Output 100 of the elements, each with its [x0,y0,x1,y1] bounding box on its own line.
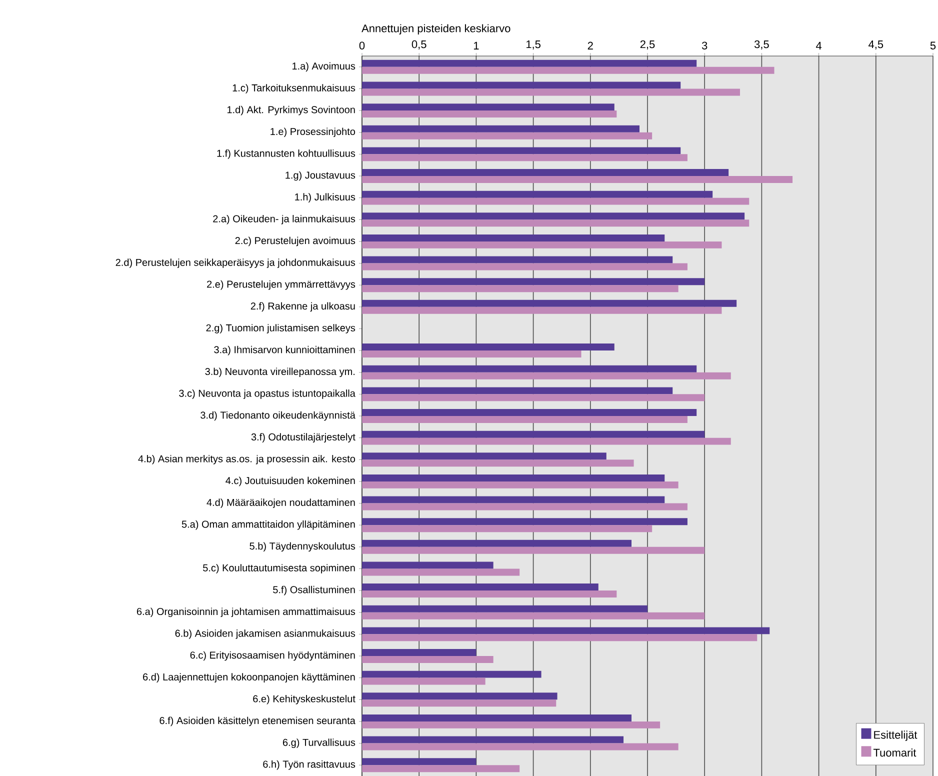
bar [362,234,665,242]
y-tick-label: 6.c) Erityisosaamisen hyödyntäminen [190,651,355,661]
bar [362,758,476,766]
bar [362,125,640,132]
bar [362,765,520,772]
y-tick-label: 1.e) Prosessinjohto [270,128,356,138]
y-tick-label: 2.e) Perustelujen ymmärrettävyys [207,280,356,290]
bar [362,736,624,744]
bar [362,306,722,314]
x-tick-label: 3,5 [754,40,769,50]
bar [362,409,697,416]
y-tick-label: 3.f) Odotustilajärjestelyt [251,433,356,442]
bar [362,430,705,438]
bar [362,66,774,74]
y-tick-label: 3.b) Neuvonta vireillepanossa ym. [205,368,355,378]
x-axis-title: Annettujen pisteiden keskiarvo [362,24,510,34]
bar [362,365,697,372]
y-tick-label: 1.g) Joustavuus [286,171,356,181]
bar [362,344,614,351]
x-tick-label: 0 [359,42,365,50]
bar [362,350,582,358]
y-tick-label: 6.f) Asioiden käsittelyn etenemisen seuranta [160,716,356,726]
y-tick-label: 6.d) Laajennettujen kokoonpanojen käyttäminen [143,673,355,682]
bar [362,656,494,663]
bar [362,198,750,205]
y-tick-label: 4.d) Määräaikojen noudattaminen [206,498,355,508]
bar [362,605,648,612]
bar [362,147,681,154]
x-tick-label: 1 [474,42,479,50]
bar [362,241,722,248]
bar [362,474,665,482]
x-tick-label: 1,5 [526,40,540,50]
y-tick-label: 1.c) Tarkoituksenmukaisuus [232,84,356,94]
legend-label: Esittelijät [874,730,918,741]
y-tick-label: 6.e) Kehityskeskustelut [253,694,356,704]
bar [362,387,673,394]
y-tick-label: 5.f) Osallistuminen [273,586,355,596]
x-tick-label: 0,5 [412,40,426,50]
bar [362,416,688,423]
bar [362,590,617,598]
y-tick-label: 1.f) Kustannusten kohtuullisuus [217,150,356,159]
bar [362,634,758,642]
bar [362,518,688,526]
bar [362,460,634,467]
y-tick-label: 5.a) Oman ammattitaidon ylläpitäminen [182,520,355,530]
x-tick-label: 5 [930,42,936,50]
bar [362,721,660,728]
bar [362,692,558,700]
x-tick-label: 2,5 [640,40,655,50]
bar [362,700,556,707]
bar [362,562,494,569]
y-tick-label: 1.a) Avoimuus [292,62,356,72]
y-tick-label: 6.b) Asioiden jakamisen asianmukaisuus [175,630,356,639]
bar [362,190,713,198]
y-tick-label: 2.f) Rakenne ja ulkoasu [250,302,355,312]
bar [362,285,678,292]
y-tick-label: 6.g) Turvallisuus [282,738,356,748]
y-tick-label: 1.d) Akt. Pyrkimys Sovintoon [227,106,355,116]
bar [362,372,731,380]
y-tick-label: 6.h) Työn rasittavuus [263,760,356,770]
bar [362,714,632,722]
y-tick-label: 3.a) Ihmisarvon kunnioittaminen [214,346,355,356]
bar [362,568,520,576]
bar [362,132,652,140]
bar [362,110,617,118]
bar [362,678,486,685]
x-tick-label: 4 [816,42,822,50]
bar [362,220,750,227]
bar [362,670,542,678]
y-tick-label: 5.b) Täydennyskoulutus [250,542,356,552]
y-tick-label: 3.c) Neuvonta ja opastus istuntopaikalla [179,390,356,399]
y-tick-label: 4.b) Asian merkitys as.os. ja prosessin aik. kesto [138,454,356,464]
bar [362,540,632,547]
bar [362,546,705,554]
bar [362,496,665,504]
bar [362,104,614,111]
x-tick-label: 2 [588,42,593,50]
bar [362,452,606,460]
bar [362,503,688,510]
bar [362,612,705,620]
bar [362,263,688,270]
bar [362,256,673,264]
y-tick-label: 2.a) Oikeuden- ja lainmukaisuus [213,214,356,224]
bar [362,88,740,96]
bar [362,60,697,67]
bar [362,176,793,183]
bar [362,154,688,162]
bar [362,278,705,286]
legend-label: Tuomarit [873,748,916,757]
x-tick-label: 3 [702,42,708,50]
y-tick-label: 5.c) Kouluttautumisesta sopiminen [203,564,355,574]
bar [362,627,770,634]
y-tick-label: 2.g) Tuomion julistamisen selkeys [206,324,356,334]
y-tick-label: 4.c) Joutuisuuden kokeminen [226,476,355,486]
bar [362,212,745,220]
y-tick-label: 2.d) Perustelujen seikkaperäisyys ja johdonmukaisuus [116,258,356,268]
bar [362,649,476,656]
y-tick-label: 1.h) Julkisuus [295,193,356,202]
bar [362,481,678,488]
y-tick-label: 6.a) Organisoinnin ja johtamisen ammattimaisuus [136,608,356,618]
